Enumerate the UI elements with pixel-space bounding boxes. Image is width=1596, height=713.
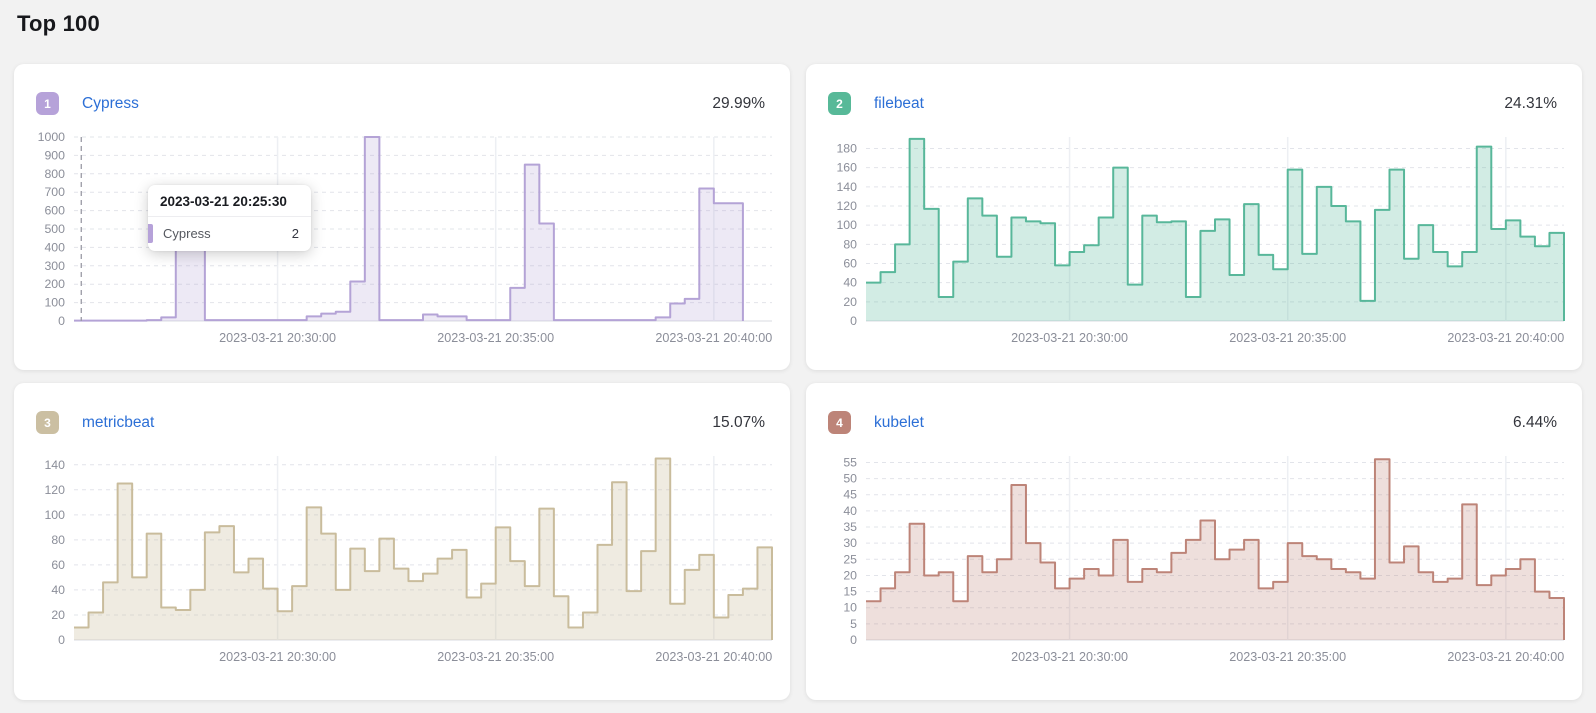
svg-text:140: 140	[44, 458, 65, 472]
svg-text:900: 900	[44, 148, 65, 162]
chart-area[interactable]: 0 100 200 300 400 500 600 700 800 900 1000 2023-03-…	[18, 129, 782, 354]
svg-text:2023-03-21 20:35:00: 2023-03-21 20:35:00	[437, 331, 554, 345]
tooltip-series-row: Cypress 2	[148, 217, 311, 251]
chart-tooltip: 2023-03-21 20:25:30 Cypress 2	[148, 185, 311, 251]
series-name-link[interactable]: kubelet	[874, 413, 924, 431]
svg-text:2023-03-21 20:40:00: 2023-03-21 20:40:00	[655, 331, 772, 345]
percentage-value: 24.31%	[1504, 94, 1557, 112]
panel-header: 3 metricbeat 15.07%	[36, 411, 765, 434]
tooltip-series-name: Cypress	[163, 226, 211, 241]
svg-text:2023-03-21 20:35:00: 2023-03-21 20:35:00	[1229, 331, 1346, 345]
svg-text:20: 20	[843, 295, 857, 309]
svg-text:180: 180	[836, 142, 857, 156]
svg-text:20: 20	[51, 608, 65, 622]
svg-text:0: 0	[58, 633, 65, 647]
svg-text:160: 160	[836, 161, 857, 175]
percentage-value: 29.99%	[712, 94, 765, 112]
svg-text:50: 50	[843, 472, 857, 486]
panel-header: 2 filebeat 24.31%	[828, 92, 1557, 115]
svg-text:35: 35	[843, 520, 857, 534]
chart-area[interactable]: 0 5 10 15 20 25 30 35 40 45 50 55 2023-03-21 20:30:0…	[810, 448, 1574, 673]
svg-text:400: 400	[44, 240, 65, 254]
svg-text:55: 55	[843, 455, 857, 469]
series-color-marker	[148, 224, 153, 243]
rank-badge: 4	[828, 411, 851, 434]
svg-text:800: 800	[44, 167, 65, 181]
chart-panel-filebeat: 2 filebeat 24.31% 0 20 40 60 80 100 120 140 160 1…	[806, 64, 1582, 370]
panel-header: 4 kubelet 6.44%	[828, 411, 1557, 434]
svg-text:2023-03-21 20:40:00: 2023-03-21 20:40:00	[1447, 650, 1564, 664]
svg-text:300: 300	[44, 259, 65, 273]
svg-text:100: 100	[44, 296, 65, 310]
svg-text:0: 0	[58, 314, 65, 328]
series-name-link[interactable]: Cypress	[82, 94, 139, 112]
svg-text:2023-03-21 20:35:00: 2023-03-21 20:35:00	[437, 650, 554, 664]
tooltip-timestamp: 2023-03-21 20:25:30	[148, 185, 311, 217]
svg-text:15: 15	[843, 585, 857, 599]
svg-text:20: 20	[843, 568, 857, 582]
svg-text:0: 0	[850, 314, 857, 328]
svg-text:700: 700	[44, 185, 65, 199]
svg-text:120: 120	[836, 199, 857, 213]
svg-text:2023-03-21 20:30:00: 2023-03-21 20:30:00	[1011, 331, 1128, 345]
svg-text:2023-03-21 20:35:00: 2023-03-21 20:35:00	[1229, 650, 1346, 664]
panel-header: 1 Cypress 29.99%	[36, 92, 765, 115]
svg-text:120: 120	[44, 483, 65, 497]
page-title: Top 100	[17, 11, 100, 36]
svg-text:2023-03-21 20:40:00: 2023-03-21 20:40:00	[655, 650, 772, 664]
chart-panel-metricbeat: 3 metricbeat 15.07% 0 20 40 60 80 100 120 140 20…	[14, 383, 790, 700]
svg-text:2023-03-21 20:30:00: 2023-03-21 20:30:00	[1011, 650, 1128, 664]
svg-text:0: 0	[850, 633, 857, 647]
svg-text:140: 140	[836, 180, 857, 194]
svg-text:2023-03-21 20:30:00: 2023-03-21 20:30:00	[219, 331, 336, 345]
svg-text:40: 40	[51, 583, 65, 597]
svg-text:5: 5	[850, 617, 857, 631]
rank-badge: 2	[828, 92, 851, 115]
svg-text:60: 60	[51, 558, 65, 572]
tooltip-series-value: 2	[291, 226, 299, 241]
series-name-link[interactable]: metricbeat	[82, 413, 155, 431]
svg-text:1000: 1000	[38, 130, 66, 144]
svg-text:100: 100	[836, 218, 857, 232]
chart-panel-kubelet: 4 kubelet 6.44% 0 5 10 15 20 25 30 35 40 45 50 55 20…	[806, 383, 1582, 700]
svg-text:40: 40	[843, 276, 857, 290]
svg-text:40: 40	[843, 504, 857, 518]
svg-text:25: 25	[843, 552, 857, 566]
svg-text:2023-03-21 20:40:00: 2023-03-21 20:40:00	[1447, 331, 1564, 345]
metricbeat-chart[interactable]: 0 20 40 60 80 100 120 140 2023-03-21 20:30:00 202…	[18, 448, 782, 673]
percentage-value: 6.44%	[1513, 413, 1557, 431]
svg-text:80: 80	[51, 533, 65, 547]
chart-area[interactable]: 0 20 40 60 80 100 120 140 2023-03-21 20:30:00 202…	[18, 448, 782, 673]
cypress-chart[interactable]: 0 100 200 300 400 500 600 700 800 900 1000 2023-03-…	[18, 129, 782, 354]
svg-text:45: 45	[843, 488, 857, 502]
svg-text:2023-03-21 20:30:00: 2023-03-21 20:30:00	[219, 650, 336, 664]
svg-text:10: 10	[843, 601, 857, 615]
svg-text:30: 30	[843, 536, 857, 550]
svg-text:500: 500	[44, 222, 65, 236]
svg-text:100: 100	[44, 508, 65, 522]
svg-text:80: 80	[843, 237, 857, 251]
rank-badge: 3	[36, 411, 59, 434]
chart-area[interactable]: 0 20 40 60 80 100 120 140 160 180 2023-03-21 20:30…	[810, 129, 1574, 354]
svg-text:600: 600	[44, 204, 65, 218]
rank-badge: 1	[36, 92, 59, 115]
chart-grid: 1 Cypress 29.99% 0 100 200 300 400 500 600 700 8…	[14, 64, 1582, 700]
filebeat-chart[interactable]: 0 20 40 60 80 100 120 140 160 180 2023-03-21 20:30…	[810, 129, 1574, 354]
svg-text:60: 60	[843, 257, 857, 271]
series-name-link[interactable]: filebeat	[874, 94, 924, 112]
chart-panel-cypress: 1 Cypress 29.99% 0 100 200 300 400 500 600 700 8…	[14, 64, 790, 370]
percentage-value: 15.07%	[712, 413, 765, 431]
svg-text:200: 200	[44, 277, 65, 291]
kubelet-chart[interactable]: 0 5 10 15 20 25 30 35 40 45 50 55 2023-03-21 20:30:0…	[810, 448, 1574, 673]
